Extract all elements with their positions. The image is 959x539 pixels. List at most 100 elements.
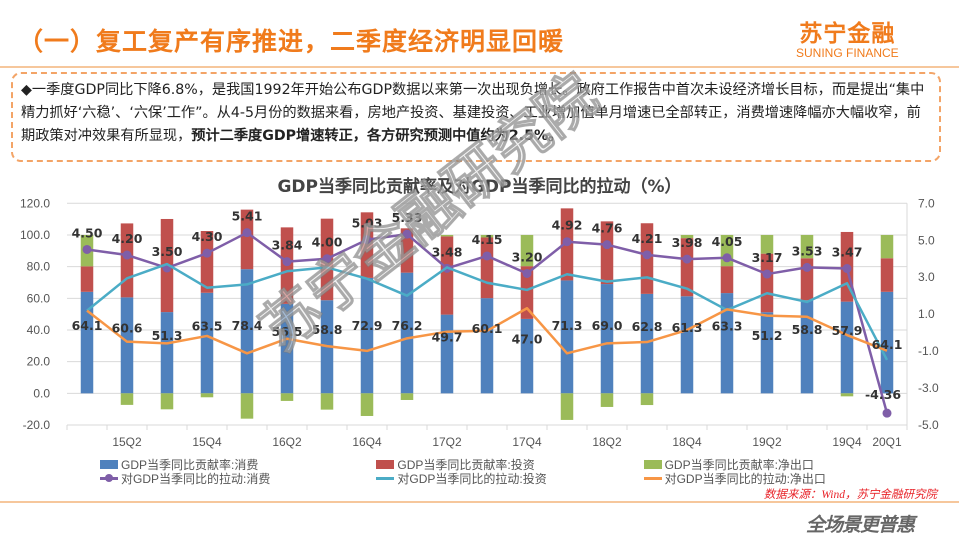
bar-segment-netexport: [600, 393, 614, 407]
line-marker: [882, 408, 892, 418]
legend-label: GDP当季同比贡献率:投资: [397, 457, 535, 472]
y-left-tick-label: 100.0: [20, 228, 50, 242]
bar-segment-consumption: [680, 296, 694, 394]
bar-segment-consumption: [840, 301, 854, 394]
x-tick-label: 20Q1: [872, 435, 902, 449]
logo-text-en: SUNING FINANCE: [796, 46, 899, 60]
legend-item-consumption-share: GDP当季同比贡献率:消费: [100, 457, 376, 472]
bar-data-label: 61.3: [672, 320, 703, 335]
bar-data-label: 72.9: [352, 318, 383, 333]
bar-segment-investment: [440, 236, 454, 315]
line-marker: [242, 228, 252, 238]
x-tick-label: 19Q2: [752, 435, 782, 449]
x-tick-label: 18Q4: [672, 435, 702, 449]
x-tick-label: 18Q2: [592, 435, 622, 449]
line-marker: [82, 244, 92, 254]
bar-segment-investment: [80, 266, 94, 292]
bar-segment-investment: [520, 266, 534, 319]
bar-segment-consumption: [800, 300, 814, 394]
legend-item-netexport-pull: 对GDP当季同比的拉动:净出口: [643, 471, 920, 486]
bar-segment-consumption: [400, 272, 414, 394]
bar-segment-consumption: [640, 293, 654, 394]
line-marker: [482, 251, 492, 261]
bar-data-label: 63.5: [192, 318, 223, 333]
summary-box: ◆一季度GDP同比下降6.8%，是我国1992年开始公布GDP数据以来第一次出现…: [11, 72, 941, 162]
line-data-label: 3.17: [752, 250, 783, 265]
bar-segment-netexport: [880, 234, 894, 259]
y-left-tick-label: -20.0: [23, 418, 51, 432]
bar-segment-consumption: [280, 303, 294, 394]
line-data-label: -4.36: [865, 387, 901, 402]
line-data-label: 4.50: [72, 225, 103, 240]
line-marker: [562, 237, 572, 247]
bar-segment-consumption: [880, 291, 894, 394]
bar-segment-investment: [240, 209, 254, 270]
bar-segment-consumption: [200, 292, 214, 394]
bar-segment-investment: [760, 253, 774, 313]
line-data-label: 4.21: [632, 231, 663, 246]
bar-segment-consumption: [440, 314, 454, 394]
bar-data-label: 60.6: [112, 321, 143, 336]
y-right-tick-label: 3.0: [918, 270, 935, 284]
y-left-tick-label: 40.0: [27, 323, 51, 337]
bar-data-label: 58.8: [312, 322, 343, 337]
legend-item-netexport-share: GDP当季同比贡献率:净出口: [643, 457, 920, 472]
bar-data-label: 76.2: [392, 318, 423, 333]
y-right-tick-label: 5.0: [918, 233, 935, 247]
legend-label: 对GDP当季同比的拉动:消费: [121, 471, 271, 486]
line-marker: [122, 250, 132, 260]
y-right-tick-label: 1.0: [918, 307, 935, 321]
summary-highlight: 预计二季度GDP增速转正，各方研究预测中值约为2.5%。: [191, 128, 563, 144]
bar-segment-netexport: [280, 393, 294, 401]
line-marker: [282, 257, 292, 267]
x-tick-label: 15Q4: [192, 435, 222, 449]
bar-data-label: 51.2: [752, 328, 783, 343]
bar-data-label: 78.4: [232, 318, 263, 333]
bar-segment-netexport: [640, 393, 654, 406]
line-data-label: 3.47: [832, 245, 863, 260]
line-data-label: 4.20: [112, 231, 143, 246]
bar-segment-netexport: [840, 393, 854, 397]
bar-segment-netexport: [520, 234, 534, 267]
bar-segment-consumption: [80, 291, 94, 394]
y-right-tick-label: -5.0: [918, 418, 939, 432]
bar-data-label: 58.8: [792, 322, 823, 337]
line-marker: [642, 250, 652, 260]
bar-segment-netexport: [480, 234, 494, 238]
bar-segment-investment: [720, 266, 734, 294]
bar-data-label: 47.0: [512, 331, 543, 346]
bar-segment-netexport: [400, 393, 414, 400]
x-tick-label: 17Q4: [512, 435, 542, 449]
bar-segment-netexport: [560, 393, 574, 420]
x-tick-label: 17Q2: [432, 435, 462, 449]
bar-data-label: 57.9: [832, 323, 863, 338]
y-left-tick-label: 80.0: [27, 260, 51, 274]
bar-data-label: 64.1: [72, 318, 103, 333]
line-data-label: 3.98: [672, 235, 703, 250]
line-marker: [802, 262, 812, 272]
line-data-label: 4.30: [192, 229, 223, 244]
x-tick-label: 16Q4: [352, 435, 382, 449]
bar-data-label: 63.3: [712, 319, 743, 334]
bar-segment-netexport: [360, 393, 374, 416]
y-left-tick-label: 60.0: [27, 291, 51, 305]
legend-label: 对GDP当季同比的拉动:净出口: [664, 471, 826, 486]
chart-title: GDP当季同比贡献率及对GDP当季同比的拉动（%）: [277, 177, 682, 197]
chart-legend: GDP当季同比贡献率:消费 GDP当季同比贡献率:投资 GDP当季同比贡献率:净…: [100, 457, 920, 486]
bar-data-label: 56.5: [272, 324, 303, 339]
line-marker: [202, 248, 212, 258]
y-right-tick-label: -1.0: [918, 344, 939, 358]
line-data-label: 5.33: [392, 210, 423, 225]
data-source: 数据来源：Wind，苏宁金融研究院: [763, 489, 937, 501]
bar-segment-consumption: [120, 297, 134, 394]
bar-segment-consumption: [720, 293, 734, 394]
bar-data-label: 69.0: [592, 318, 623, 333]
line-marker: [602, 240, 612, 250]
brand-logo: 苏宁金融 SUNING FINANCE: [796, 14, 899, 60]
line-data-label: 4.76: [592, 221, 623, 236]
y-left-tick-label: 120.0: [20, 196, 50, 210]
bar-data-label: 49.7: [432, 329, 463, 344]
legend-item-investment-share: GDP当季同比贡献率:投资: [376, 457, 643, 472]
x-tick-label: 15Q2: [112, 435, 142, 449]
